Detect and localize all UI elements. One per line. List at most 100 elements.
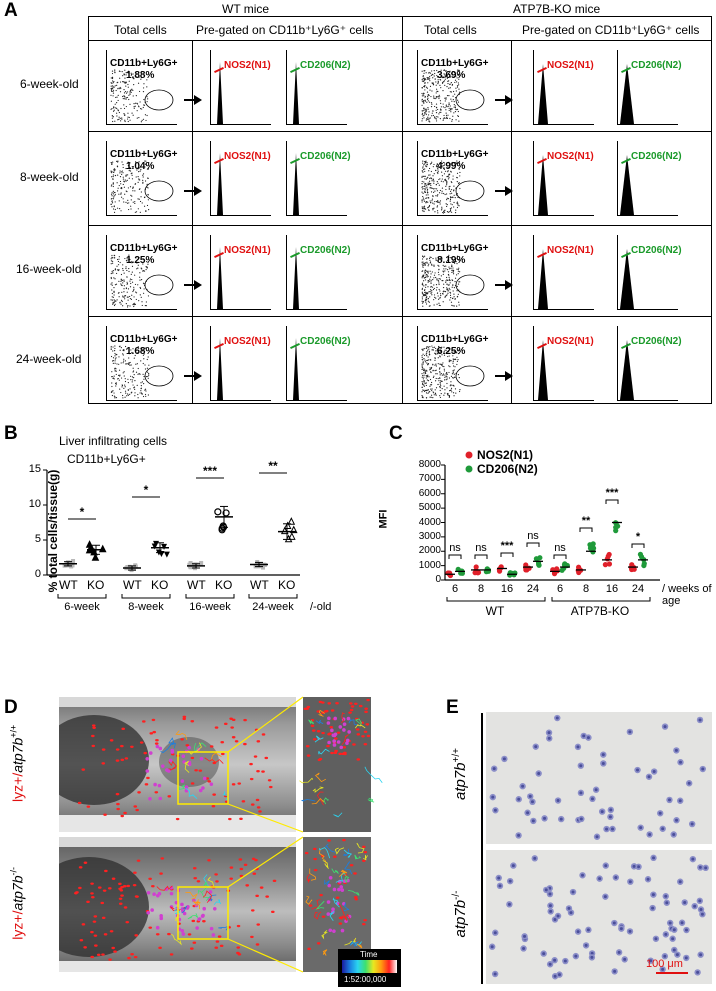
c-x-tick-label: 8	[582, 583, 590, 595]
cd206-label-ko: CD206(N2)	[631, 245, 682, 256]
histogram-cd-wt	[286, 50, 347, 125]
divider	[481, 713, 483, 984]
b-age-label: 6-week	[64, 601, 100, 613]
divider	[88, 316, 712, 317]
dot-plot-wt	[106, 326, 177, 401]
c-y-tick-label: 4000	[418, 516, 441, 528]
histogram-nos-wt	[210, 235, 271, 310]
c-legend-marker	[465, 465, 473, 473]
c-point	[575, 567, 581, 573]
b-age-bracket	[185, 594, 235, 599]
c-point	[536, 562, 542, 568]
gate-label-ko: CD11b+Ly6G+	[421, 149, 489, 160]
ko-pregated-header: Pre-gated on CD11b⁺Ly6G⁺ cells	[522, 23, 700, 37]
c-x-tick-label: 24	[526, 583, 540, 595]
b-point	[90, 547, 98, 556]
c-point	[628, 564, 634, 570]
b-point	[284, 534, 293, 543]
c-point	[459, 570, 466, 576]
arrow-right	[184, 375, 196, 377]
row-label-8wk: 8-week-old	[20, 170, 79, 184]
b-point	[66, 563, 71, 568]
b-point	[158, 550, 165, 557]
colorbar-gradient	[342, 960, 397, 973]
histogram-cd-wt	[286, 235, 347, 310]
panel-b-title: Liver infiltrating cells	[59, 434, 168, 448]
c-point	[606, 551, 612, 558]
scale-bar	[656, 972, 688, 974]
b-point	[214, 508, 222, 516]
b-y-tick-label: 0	[34, 568, 41, 580]
b-point	[188, 561, 193, 566]
b-point	[192, 566, 197, 571]
b-point	[256, 563, 261, 568]
c-point	[613, 528, 619, 534]
histogram-peak	[213, 338, 223, 400]
c-point	[498, 564, 504, 571]
histogram-nos-wt	[210, 50, 271, 125]
b-point	[187, 564, 192, 569]
dot-plot-points	[110, 345, 174, 399]
colorbar-value: 1:52:00,000	[344, 975, 387, 984]
dot-plot-points	[110, 69, 174, 123]
c-point	[458, 570, 464, 576]
c-point	[496, 568, 503, 574]
c-point	[615, 523, 621, 529]
row-label-24wk: 24-week-old	[16, 352, 82, 366]
c-point	[587, 542, 593, 548]
histogram-nos-wt	[210, 141, 271, 216]
histogram-nos-ko	[533, 50, 594, 125]
nos2-label-wt: NOS2(N1)	[224, 60, 271, 71]
divider	[88, 131, 712, 132]
gate-label-wt: CD11b+Ly6G+	[110, 149, 178, 160]
c-legend-label: NOS2(N1)	[477, 448, 534, 462]
label-wt-fish-gene: atp7b	[9, 737, 26, 773]
gate-percent-ko: 3.69%	[437, 70, 466, 81]
b-point	[126, 565, 131, 570]
c-point	[606, 561, 613, 567]
b-point	[85, 540, 94, 548]
arrow-right	[495, 190, 507, 192]
time-colorbar: Time 1:52:00,000	[338, 949, 401, 987]
c-point	[590, 545, 597, 551]
c-point	[554, 566, 560, 572]
b-point	[283, 521, 292, 530]
colorbar-title: Time	[360, 950, 378, 959]
b-point	[187, 562, 192, 567]
scale-bar-label: 100 μm	[646, 958, 683, 970]
c-point	[507, 572, 513, 578]
dot-plot-wt	[106, 141, 177, 216]
c-sig-bracket	[579, 527, 593, 532]
b-point	[68, 562, 73, 567]
b-point	[261, 565, 266, 570]
label-wt-smear-gene: atp7b	[452, 762, 469, 801]
c-point	[523, 565, 529, 571]
nos2-label-ko: NOS2(N1)	[547, 151, 594, 162]
divider	[192, 40, 193, 404]
c-point	[629, 566, 635, 573]
dot-plot-wt	[106, 50, 177, 125]
c-point	[524, 567, 530, 573]
b-point	[163, 551, 170, 558]
label-ko-smear: atp7b-/-	[440, 865, 480, 965]
divider	[88, 225, 712, 226]
c-point	[638, 554, 645, 560]
b-point	[219, 522, 227, 530]
gate-label-ko: CD11b+Ly6G+	[421, 243, 489, 254]
c-point	[613, 520, 619, 526]
c-sig: ns	[449, 542, 461, 554]
dot-plot-points	[110, 254, 174, 308]
cd206-label-wt: CD206(N2)	[300, 336, 351, 347]
label-ko-fish-sup: -/-	[8, 866, 19, 876]
histogram-cd-ko	[617, 326, 678, 401]
c-legend-marker	[465, 451, 473, 459]
dot-plot-points	[421, 69, 485, 123]
b-point	[257, 564, 262, 569]
c-point	[562, 561, 568, 567]
b-point	[133, 564, 138, 569]
panel-letter-e: E	[446, 697, 459, 718]
dot-plot-points	[421, 160, 485, 214]
c-point	[641, 562, 647, 569]
c-point	[497, 565, 503, 572]
b-point	[190, 562, 195, 567]
